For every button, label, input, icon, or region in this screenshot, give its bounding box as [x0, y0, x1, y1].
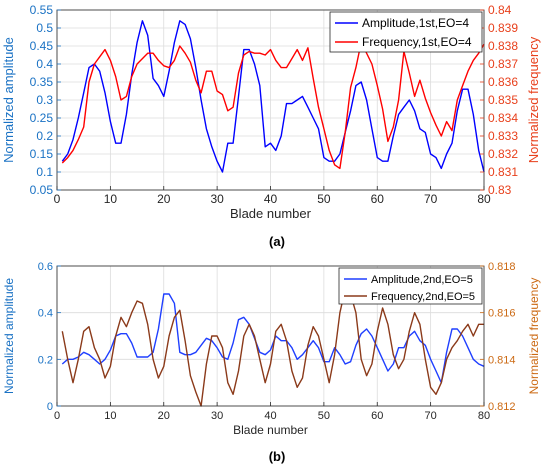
series-line-frequency: [61, 41, 485, 170]
x-tick-label: 80: [478, 410, 490, 422]
y-left-axis-label: Normalized amplitude: [1, 37, 16, 163]
x-tick-label: 60: [371, 192, 385, 206]
y-right-tick-label: 0.839: [488, 21, 518, 35]
x-tick-label: 10: [104, 410, 116, 422]
y-right-tick-label: 0.837: [488, 57, 518, 71]
y-right-tick-label: 0.833: [488, 129, 518, 143]
series-line-frequency: [61, 288, 484, 407]
y-right-tick-label: 0.834: [488, 111, 518, 125]
y-left-tick-label: 0.3: [36, 93, 53, 107]
legend-entry: Amplitude,2nd,EO=5: [371, 274, 473, 286]
y-right-tick-label: 0.818: [488, 261, 516, 273]
y-left-tick-label: 0.35: [30, 75, 54, 89]
x-tick-label: 80: [477, 192, 491, 206]
y-right-tick-label: 0.816: [488, 308, 516, 320]
y-right-tick-label: 0.835: [488, 93, 518, 107]
legend-entry: Amplitude,1st,EO=4: [362, 16, 469, 30]
x-tick-label: 20: [158, 410, 170, 422]
legend-entry: Frequency,2nd,EO=5: [371, 291, 475, 303]
y-left-axis-label: Normalized amplitude: [2, 278, 16, 394]
y-right-tick-label: 0.832: [488, 147, 518, 161]
x-tick-label: 30: [210, 192, 224, 206]
y-right-tick-label: 0.838: [488, 39, 518, 53]
x-axis-label: Blade number: [233, 423, 308, 437]
legend-box: [338, 267, 483, 305]
figure-caption: (a): [269, 234, 285, 249]
y-right-tick-label: 0.84: [488, 3, 512, 17]
legend: Amplitude,1st,EO=4 Frequency,1st,EO=4: [329, 11, 483, 53]
y-left-tick-label: 0.5: [36, 21, 53, 35]
y-right-tick-label: 0.836: [488, 75, 518, 89]
x-tick-label: 60: [371, 410, 383, 422]
y-left-tick-label: 0: [47, 401, 53, 413]
legend: Amplitude,2nd,EO=5 Frequency,2nd,EO=5: [338, 267, 483, 305]
y-left-tick-label: 0.55: [30, 3, 54, 17]
chart-b: 0 10 20 30 40 50 60 70 80 0 0.2 0.4 0.6 0.812 0.814 0.8…: [2, 261, 541, 464]
x-tick-label: 30: [211, 410, 223, 422]
y-right-tick-label: 0.831: [488, 165, 518, 179]
y-left-tick-label: 0.1: [36, 165, 53, 179]
x-tick-label: 0: [54, 410, 60, 422]
series-line-amplitude: [61, 293, 485, 384]
x-tick-label: 50: [318, 410, 330, 422]
y-left-tick-label: 0.05: [30, 183, 54, 197]
x-tick-label: 50: [317, 192, 331, 206]
y-right-tick-label: 0.814: [488, 354, 516, 366]
y-left-tick-label: 0.4: [36, 57, 53, 71]
x-tick-label: 10: [104, 192, 118, 206]
y-right-axis-label: Normalized frequency: [527, 278, 541, 395]
y-left-tick-label: 0.25: [30, 111, 54, 125]
y-left-tick-label: 0.4: [38, 308, 53, 320]
y-left-tick-label: 0.2: [38, 354, 53, 366]
x-axis-label: Blade number: [230, 206, 312, 221]
y-left-tick-label: 0.6: [38, 261, 53, 273]
y-right-tick-label: 0.83: [488, 183, 512, 197]
chart-a: 0 10 20 30 40 50 60 70 80 0.05 0.1 0.15 0.2 0.25 0.3 0.…: [1, 3, 541, 249]
x-tick-label: 70: [424, 192, 438, 206]
x-tick-label: 0: [54, 192, 61, 206]
legend-entry: Frequency,1st,EO=4: [362, 35, 472, 49]
x-tick-label: 40: [264, 410, 276, 422]
legend-box: [329, 11, 483, 53]
x-tick-label: 40: [264, 192, 278, 206]
y-right-tick-label: 0.812: [488, 401, 516, 413]
y-left-tick-label: 0.15: [30, 147, 54, 161]
y-left-tick-label: 0.45: [30, 39, 54, 53]
y-right-axis-label: Normalized frequency: [526, 36, 541, 163]
y-left-tick-label: 0.2: [36, 129, 53, 143]
x-tick-label: 20: [157, 192, 171, 206]
figure-caption: (b): [269, 449, 286, 464]
series-line-amplitude: [61, 20, 485, 173]
x-tick-label: 70: [425, 410, 437, 422]
